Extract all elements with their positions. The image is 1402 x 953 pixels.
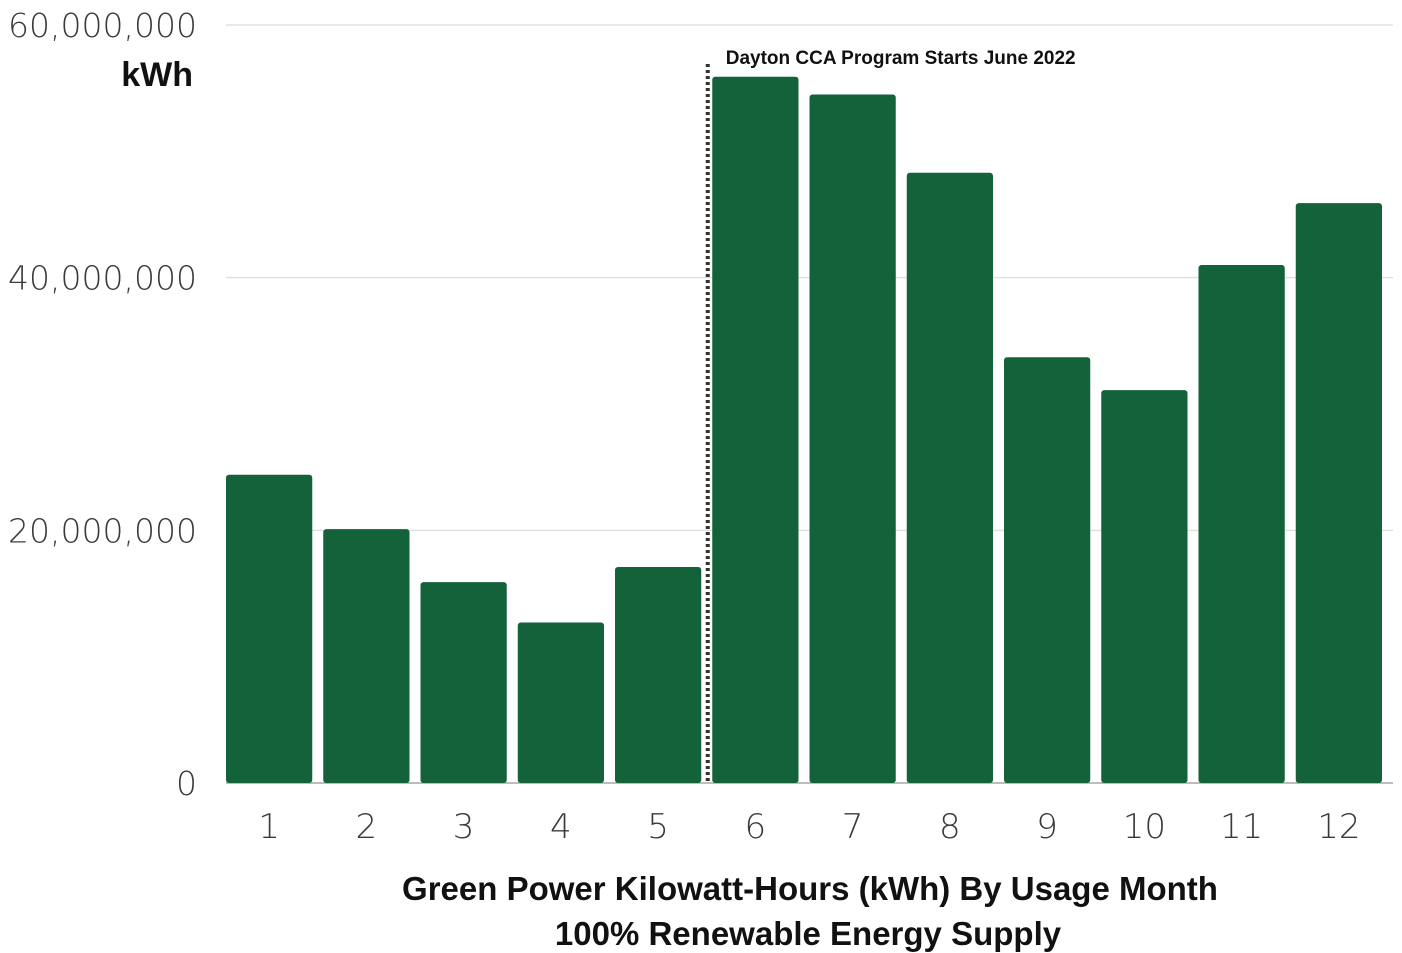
bar-month-9 xyxy=(1004,357,1091,783)
bar-month-10 xyxy=(1101,390,1188,783)
x-tick-label: 7 xyxy=(842,807,864,847)
x-tick-label: 9 xyxy=(1036,807,1058,847)
bar-month-6 xyxy=(712,76,799,783)
bar-month-12 xyxy=(1295,203,1382,783)
y-axis-ticks: 0 20,000,000 40,000,000 60,000,000 xyxy=(8,6,197,803)
y-tick-label: 60,000,000 xyxy=(8,6,197,45)
bar-month-11 xyxy=(1198,265,1285,783)
x-axis-ticks: 1 2 3 4 5 6 7 8 9 10 11 12 xyxy=(258,807,1360,847)
chart-subtitle: 100% Renewable Energy Supply xyxy=(555,915,1062,952)
y-tick-label: 20,000,000 xyxy=(8,511,197,550)
x-tick-label: 11 xyxy=(1220,807,1263,847)
x-tick-label: 8 xyxy=(939,807,961,847)
bar-month-3 xyxy=(420,582,507,783)
x-tick-label: 1 xyxy=(258,807,280,847)
y-tick-label: 0 xyxy=(176,764,197,803)
y-tick-label: 40,000,000 xyxy=(8,259,197,298)
x-tick-label: 2 xyxy=(356,807,378,847)
bar-month-7 xyxy=(809,94,896,783)
bars xyxy=(226,76,1382,783)
x-tick-label: 6 xyxy=(745,807,767,847)
x-tick-label: 12 xyxy=(1317,807,1360,847)
y-axis-unit-label: kWh xyxy=(121,56,193,94)
program-start-annotation: Dayton CCA Program Starts June 2022 xyxy=(726,48,1076,69)
bar-month-1 xyxy=(226,474,313,783)
bar-month-5 xyxy=(615,566,702,783)
x-tick-label: 4 xyxy=(550,807,572,847)
chart-title: Green Power Kilowatt-Hours (kWh) By Usag… xyxy=(402,870,1218,907)
x-tick-label: 5 xyxy=(647,807,669,847)
bar-month-8 xyxy=(906,172,993,783)
x-tick-label: 10 xyxy=(1123,807,1166,847)
bar-month-4 xyxy=(517,622,604,783)
bar-month-2 xyxy=(323,529,410,783)
x-tick-label: 3 xyxy=(453,807,475,847)
